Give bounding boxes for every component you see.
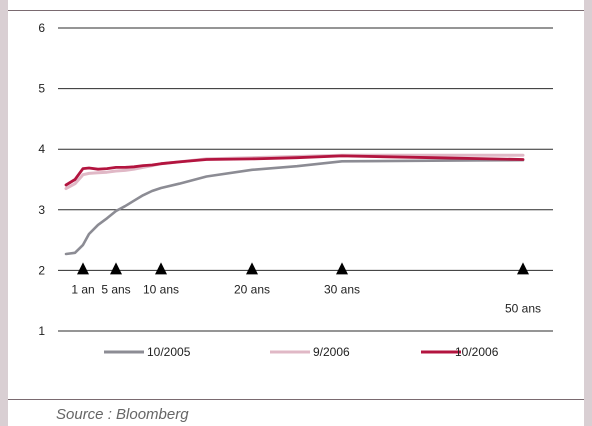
source-note: Source : Bloomberg [56,406,189,423]
right-border-band [584,0,592,426]
maturity-label-20-ans: 20 ans [234,282,270,296]
maturity-marker-50-ans [517,262,529,275]
maturity-marker-30-ans [336,262,348,275]
legend-label-10-2005: 10/2005 [147,345,191,359]
y-tick-label-5: 5 [38,82,45,96]
y-tick-label-2: 2 [38,263,45,277]
left-border-band [0,0,8,426]
maturity-label-5-ans: 5 ans [101,282,130,296]
y-tick-label-3: 3 [38,203,45,217]
maturity-label-1-an: 1 an [71,282,94,296]
series-line-10-2005 [64,158,525,256]
maturity-label-50-ans: 50 ans [505,301,541,315]
maturity-label-10-ans: 10 ans [143,282,179,296]
y-tick-label-4: 4 [38,142,45,156]
series-line-10-2006 [64,154,525,187]
yield-curve-chart: 1 2 3 4 5 6 1 an 5 ans 10 ans 20 ans 30 ans 50 ans 1… [38,21,553,359]
maturity-marker-10-ans [155,262,167,275]
maturity-marker-1-an [77,262,89,275]
chart-panel: 1 2 3 4 5 6 1 an 5 ans 10 ans 20 ans 30 ans 50 ans 1… [8,10,584,400]
maturity-marker-20-ans [246,262,258,275]
y-tick-label-6: 6 [38,21,45,35]
y-tick-label-1: 1 [38,324,45,338]
legend-label-9-2006: 9/2006 [313,345,350,359]
legend-label-10-2006: 10/2006 [455,345,499,359]
maturity-marker-5-ans [110,262,122,275]
maturity-label-30-ans: 30 ans [324,282,360,296]
